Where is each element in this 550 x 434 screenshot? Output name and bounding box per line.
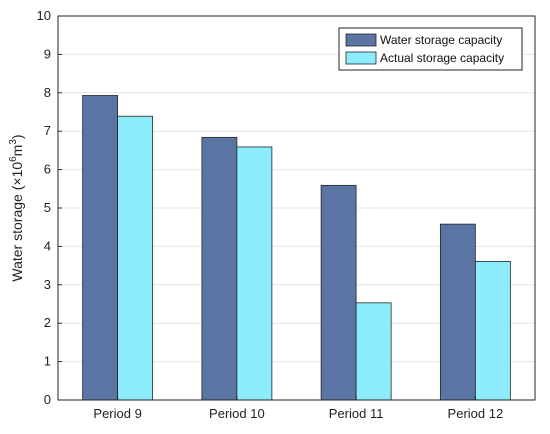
y-axis-label-close: ) — [9, 134, 25, 139]
x-tick-label: Period 12 — [448, 406, 504, 421]
x-axis-ticks: Period 9 Period 10 Period 11 Period 12 — [93, 396, 503, 421]
legend-label-water-storage: Water storage capacity — [380, 33, 502, 47]
y-axis-ticks: 0 1 2 3 4 5 6 7 8 9 10 — [37, 8, 62, 407]
legend: Water storage capacity Actual storage ca… — [338, 27, 523, 71]
y-tick-label: 0 — [44, 392, 51, 407]
bar-water-storage-4 — [439, 223, 476, 401]
legend-label-actual-storage: Actual storage capacity — [380, 51, 504, 65]
bar-water-storage-1 — [82, 95, 119, 401]
legend-swatch-actual-storage — [345, 51, 377, 65]
y-axis-label-unit-exponent: 3 — [8, 139, 19, 145]
bar-water-storage-3 — [320, 184, 357, 401]
y-tick-label: 7 — [44, 123, 51, 138]
bar-actual-storage-2 — [236, 146, 273, 401]
y-tick-label: 3 — [44, 277, 51, 292]
y-axis-label-main: Water storage (×10 — [9, 162, 25, 282]
y-tick-label: 5 — [44, 200, 51, 215]
y-tick-label: 8 — [44, 85, 51, 100]
y-axis-label-exponent: 6 — [8, 156, 19, 162]
bar-water-storage-2 — [201, 136, 238, 401]
y-tick-label: 1 — [44, 354, 51, 369]
y-axis-label: Water storage (×106m3) — [8, 134, 25, 281]
bar-actual-storage-4 — [474, 260, 511, 401]
y-tick-label: 6 — [44, 162, 51, 177]
y-tick-label: 2 — [44, 315, 51, 330]
bars-group — [82, 95, 511, 401]
y-tick-label: 9 — [44, 46, 51, 61]
x-tick-label: Period 9 — [93, 406, 141, 421]
x-tick-label: Period 10 — [209, 406, 265, 421]
bar-actual-storage-3 — [355, 302, 392, 401]
y-tick-label: 10 — [37, 8, 51, 23]
x-tick-label: Period 11 — [329, 406, 384, 421]
y-axis-label-unit: m — [9, 145, 25, 157]
bar-actual-storage-1 — [117, 115, 154, 401]
y-tick-label: 4 — [44, 238, 51, 253]
legend-swatch-water-storage — [345, 33, 377, 47]
